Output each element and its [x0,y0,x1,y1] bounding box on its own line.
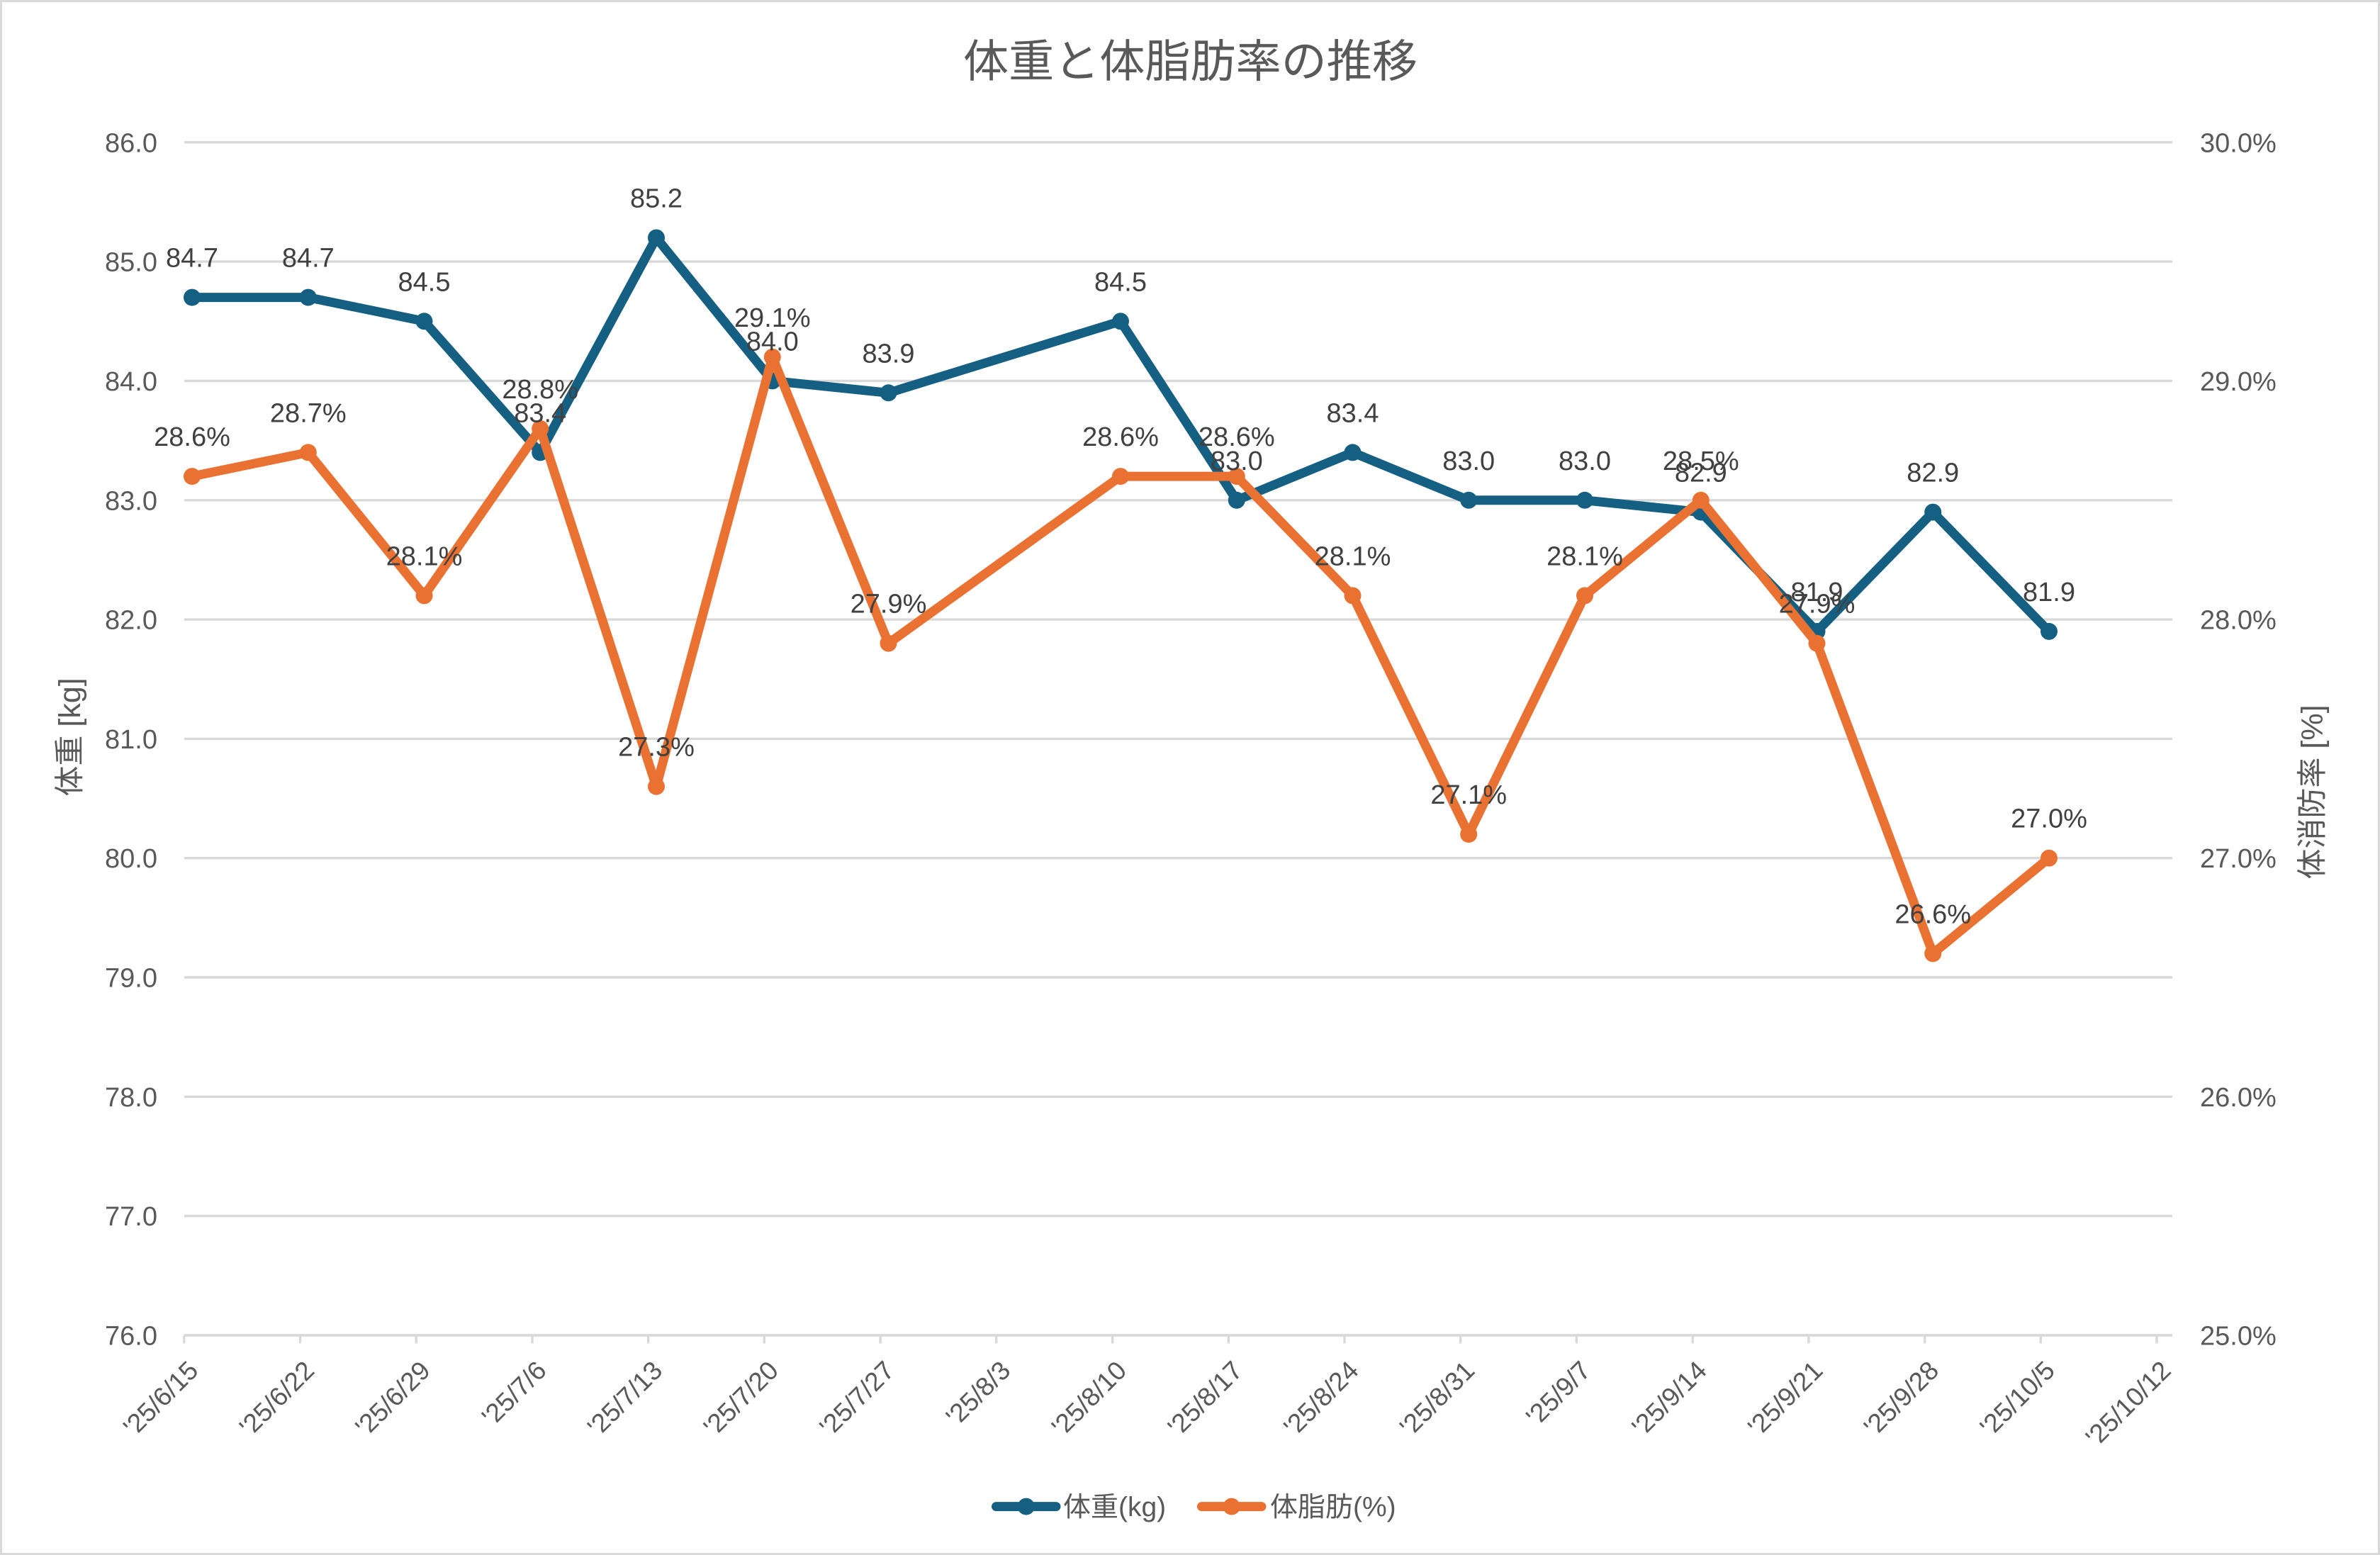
svg-text:83.0: 83.0 [1211,447,1263,476]
svg-text:82.0: 82.0 [105,606,157,636]
svg-text:26.6%: 26.6% [1895,899,1971,929]
svg-text:84.7: 84.7 [282,244,335,274]
svg-text:84.0: 84.0 [105,367,157,397]
svg-text:84.5: 84.5 [1094,267,1147,297]
svg-text:84.5: 84.5 [398,267,451,297]
svg-text:27.0%: 27.0% [2200,844,2277,874]
svg-text:76.0: 76.0 [105,1322,157,1352]
svg-text:28.0%: 28.0% [2200,606,2277,636]
svg-text:81.9: 81.9 [1791,578,1843,607]
svg-text:83.4: 83.4 [514,398,566,428]
svg-text:80.0: 80.0 [105,844,157,874]
svg-text:27.1%: 27.1% [1430,780,1507,810]
svg-text:84.7: 84.7 [166,244,218,274]
svg-text:28.1%: 28.1% [1547,541,1623,571]
svg-text:83.0: 83.0 [1559,447,1611,476]
svg-text:27.0%: 27.0% [2011,804,2087,834]
svg-text:84.0: 84.0 [746,327,799,357]
svg-text:85.2: 85.2 [630,184,683,214]
svg-text:28.6%: 28.6% [1199,422,1275,452]
svg-text:28.6%: 28.6% [154,422,230,452]
svg-text:85.0: 85.0 [105,248,157,278]
svg-text:28.6%: 28.6% [1082,422,1159,452]
svg-text:83.0: 83.0 [105,486,157,516]
svg-text:26.0%: 26.0% [2200,1083,2277,1113]
svg-text:28.1%: 28.1% [386,541,463,571]
svg-text:81.0: 81.0 [105,725,157,755]
svg-text:29.1%: 29.1% [734,303,811,333]
svg-text:81.9: 81.9 [2023,578,2075,607]
svg-text:82.9: 82.9 [1907,459,1959,488]
svg-text:28.7%: 28.7% [270,398,347,428]
svg-text:30.0%: 30.0% [2200,128,2277,158]
svg-text:27.3%: 27.3% [618,733,695,763]
svg-text:27.9%: 27.9% [1779,590,1856,619]
svg-text:(kg): (kg) [1118,1493,1166,1523]
svg-text:77.0: 77.0 [105,1202,157,1232]
svg-text:28.1%: 28.1% [1315,541,1391,571]
svg-text:86.0: 86.0 [105,128,157,158]
svg-text:(%): (%) [1353,1493,1396,1523]
svg-text:83.4: 83.4 [1327,398,1379,428]
svg-text:83.0: 83.0 [1442,447,1495,476]
svg-text:79.0: 79.0 [105,964,157,994]
svg-text:28.8%: 28.8% [502,375,578,405]
svg-text:25.0%: 25.0% [2200,1322,2277,1352]
svg-text:28.5%: 28.5% [1663,447,1739,476]
svg-text:[kg]: [kg] [53,678,87,726]
svg-text:82.9: 82.9 [1675,459,1727,488]
svg-text:29.0%: 29.0% [2200,367,2277,397]
svg-text:83.9: 83.9 [863,339,915,369]
svg-text:[%]: [%] [2296,704,2330,748]
svg-text:27.9%: 27.9% [851,590,927,619]
svg-text:78.0: 78.0 [105,1083,157,1113]
